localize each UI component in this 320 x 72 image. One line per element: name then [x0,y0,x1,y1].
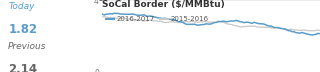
Text: 2.14: 2.14 [8,63,37,72]
Text: Previous: Previous [8,42,47,51]
Text: 1.82: 1.82 [8,23,37,36]
Legend: 2016-2017, 2015-2016: 2016-2017, 2015-2016 [106,16,209,22]
Text: SoCal Border ($/MMBtu): SoCal Border ($/MMBtu) [102,0,225,9]
Text: Today: Today [8,2,35,11]
